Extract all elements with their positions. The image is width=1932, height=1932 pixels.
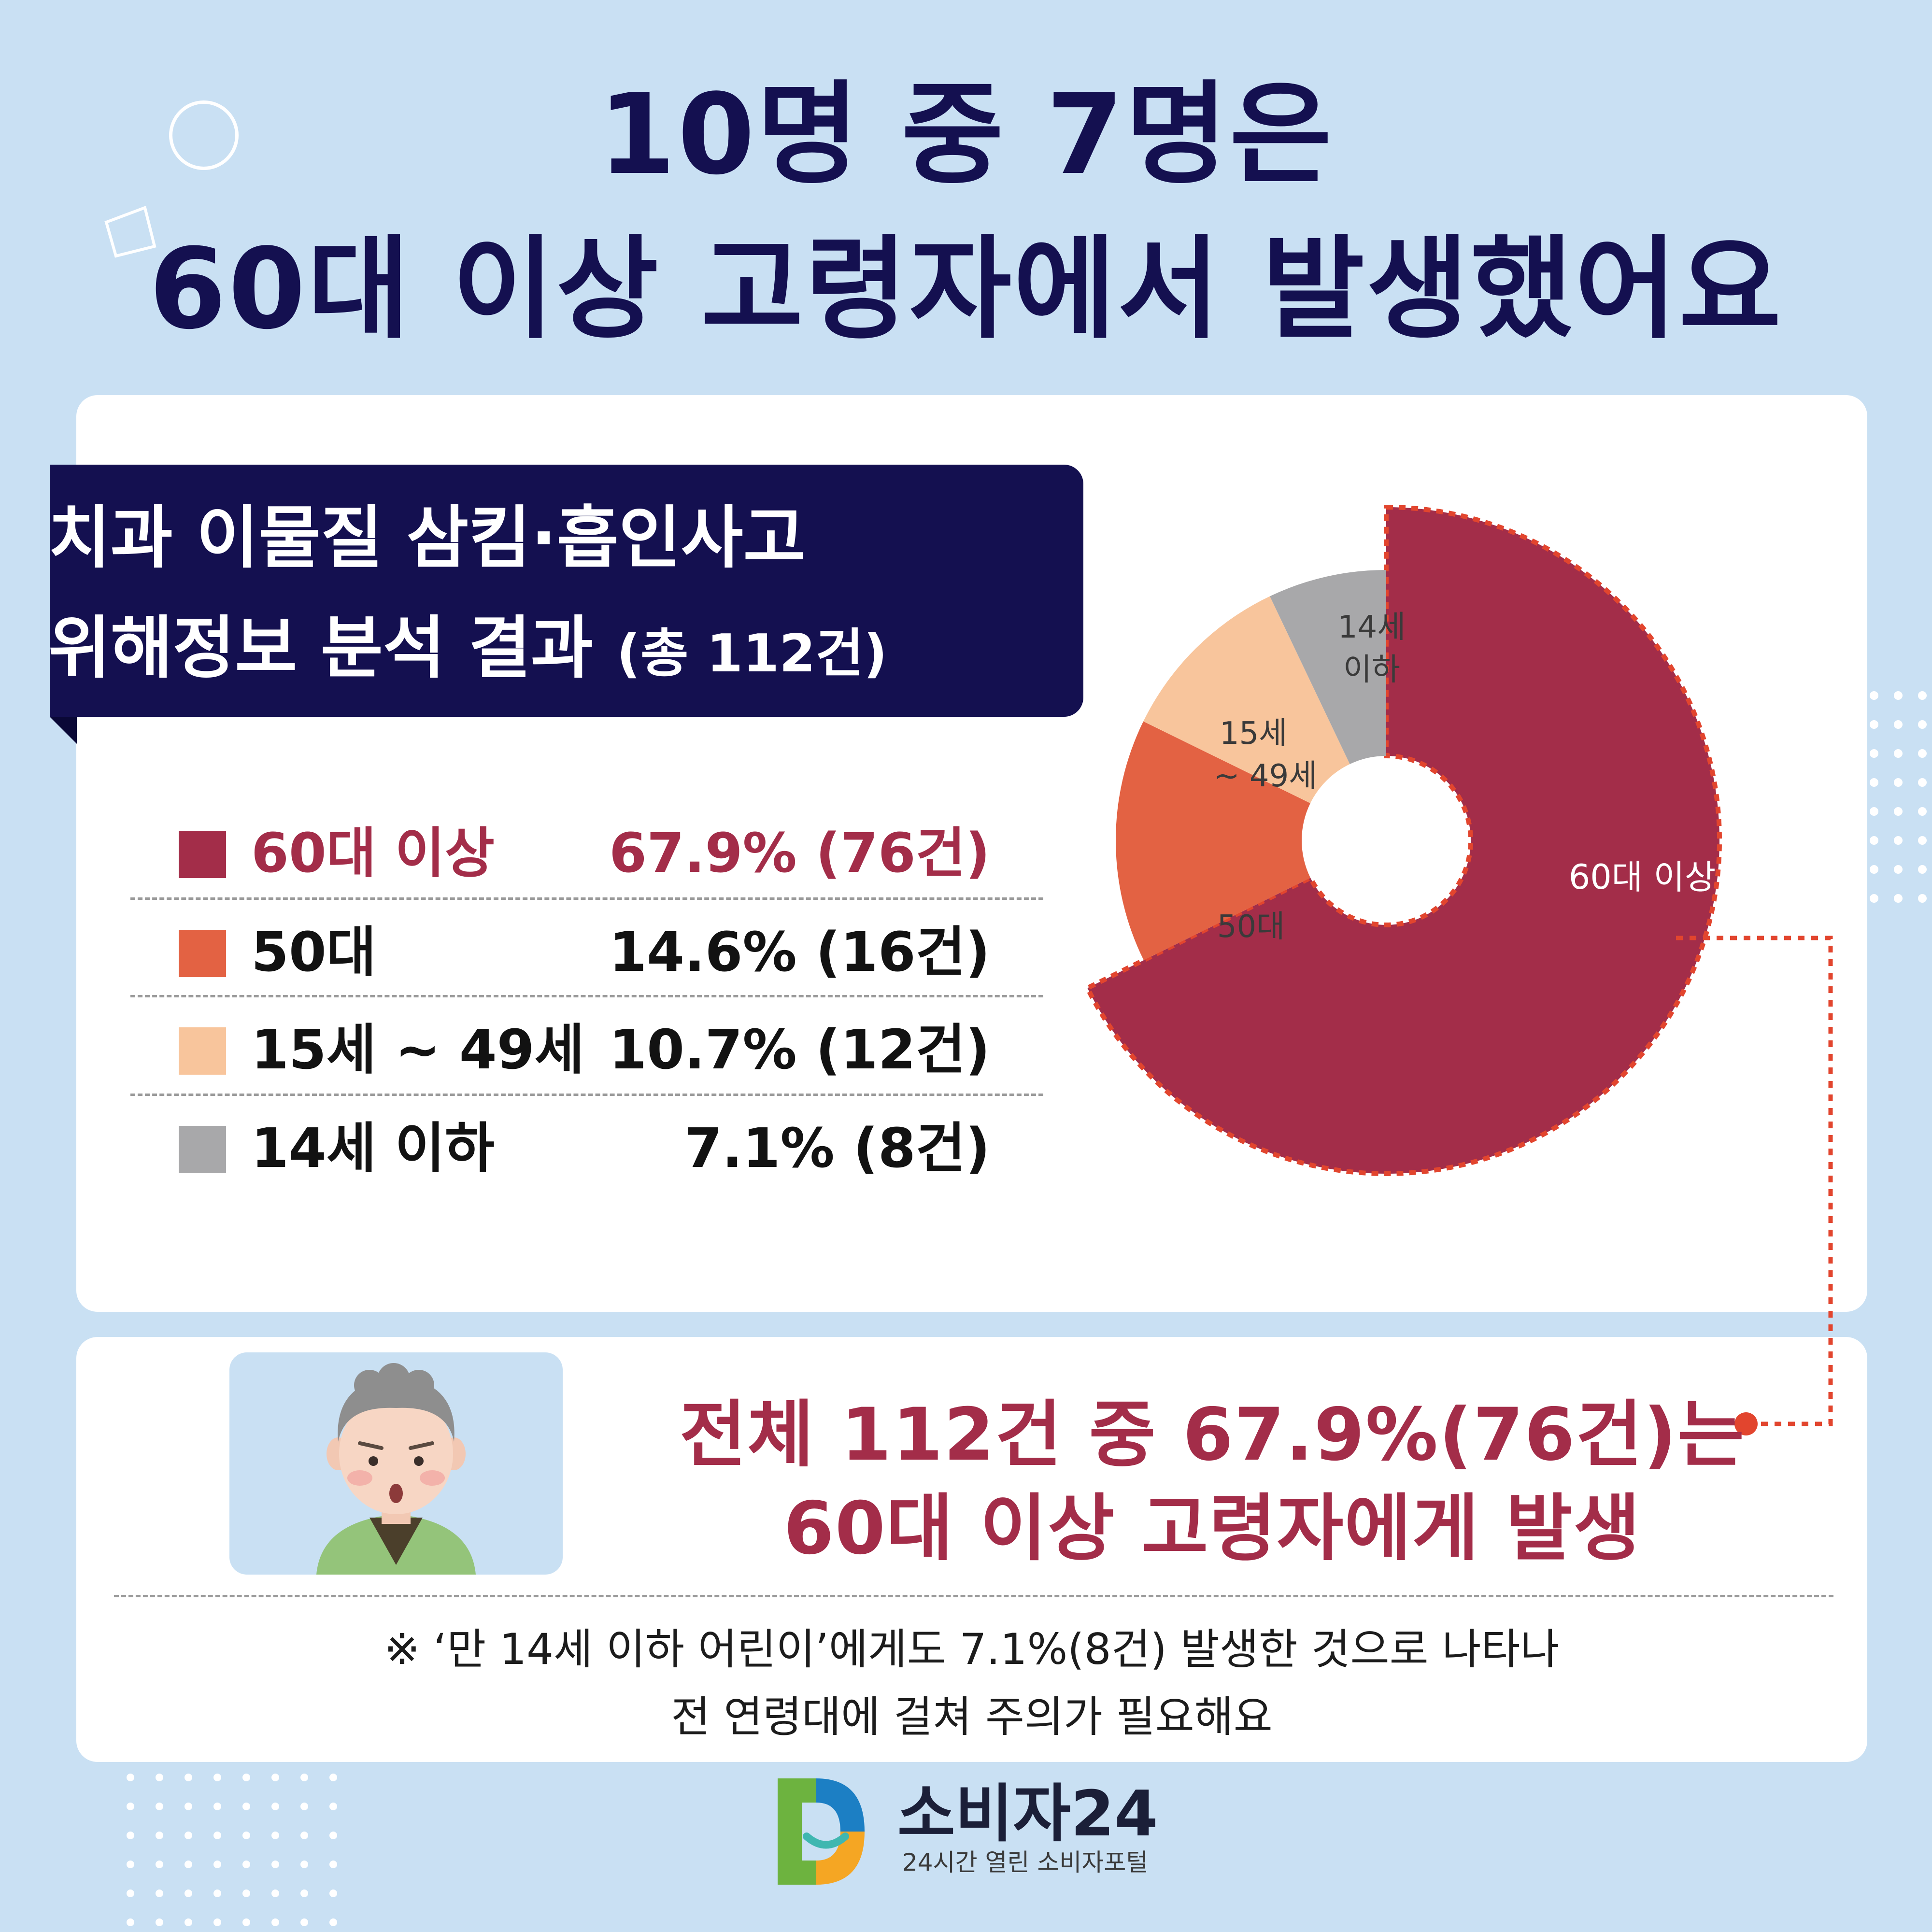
callout-connector (1676, 936, 1833, 1435)
legend-divider (130, 995, 1043, 997)
subtitle-total: (총 112건) (616, 624, 888, 684)
donut-slice-1 (1116, 721, 1311, 961)
slice-label-50s: 50대 (1217, 909, 1285, 945)
headline-line-2: 60대 이상 고령자에서 발생했어요 (149, 225, 1783, 354)
note-line-2: 전 연령대에 걸쳐 주의가 필요해요 (671, 1692, 1273, 1742)
connector-dot (1734, 1412, 1758, 1435)
legend-row-15-49: 15세 ~ 49세 10.7% (12건) (179, 1008, 990, 1090)
legend-label: 60대 이상 (251, 822, 495, 885)
callout-line-1: 전체 112건 중 67.9%(76건)는 (679, 1393, 1745, 1477)
legend-divider (130, 1094, 1043, 1096)
decorative-square (104, 206, 156, 258)
summary-divider (114, 1595, 1833, 1597)
subtitle-banner (50, 465, 1083, 717)
decorative-dots-left (127, 1774, 337, 1926)
decorative-circle (169, 100, 239, 170)
subtitle-main: 위해정보 분석 결과 (48, 609, 593, 688)
logo-name: 소비자24 (897, 1777, 1158, 1850)
legend-row-14-under: 14세 이하 7.1% (8건) (179, 1107, 990, 1189)
headline-line-1: 10명 중 7명은 (598, 71, 1334, 199)
consumer24-logo-icon (778, 1778, 865, 1885)
legend-value: 10.7% (12건) (609, 1019, 990, 1081)
note-line-1: ※ ‘만 14세 이하 어린이’에게도 7.1%(8건) 발생한 것으로 나타나 (384, 1624, 1560, 1674)
legend-swatch (179, 930, 226, 977)
subtitle-line-1: 치과 이물질 삼킴·흡인사고 (48, 499, 806, 578)
logo-tagline: 24시간 열린 소비자포털 (902, 1848, 1149, 1876)
legend-swatch (179, 1027, 226, 1075)
legend-value: 67.9% (76건) (609, 822, 990, 885)
donut-slice-2 (1143, 596, 1350, 803)
slice-label-15-49-line-2: ~ 49세 (1214, 758, 1317, 794)
legend-row-60s-plus: 60대 이상 67.9% (76건) (179, 811, 990, 894)
decorative-dots-right (1870, 691, 1927, 903)
donut-slice-0 (1087, 504, 1722, 1176)
elderly-person-icon (316, 1363, 476, 1575)
subtitle-banner-fold (50, 717, 77, 744)
slice-label-14-under-line-1: 14세 (1338, 610, 1406, 645)
legend-value: 7.1% (8건) (684, 1117, 990, 1180)
legend-label: 15세 ~ 49세 (251, 1019, 584, 1081)
donut-slice-3 (1270, 570, 1386, 765)
legend-swatch (179, 1126, 226, 1173)
callout-line-2: 60대 이상 고령자에게 발생 (783, 1487, 1641, 1571)
legend-label: 50대 (251, 921, 376, 984)
legend-row-50s: 50대 14.6% (16건) (179, 910, 990, 993)
legend-divider (130, 897, 1043, 900)
subtitle-line-2: 위해정보 분석 결과 (총 112건) (48, 610, 1034, 693)
slice-label-14-under-line-2: 이하 (1343, 652, 1400, 688)
slice-label-60s-plus: 60대 이상 (1569, 857, 1716, 897)
legend-swatch (179, 831, 226, 878)
donut-chart: 60대 이상 50대 15세 ~ 49세 14세 이하 (1087, 504, 1722, 1176)
legend-value: 14.6% (16건) (609, 921, 990, 984)
legend-label: 14세 이하 (251, 1117, 495, 1180)
avatar-panel (229, 1352, 563, 1575)
slice-label-15-49-line-1: 15세 (1220, 716, 1287, 752)
